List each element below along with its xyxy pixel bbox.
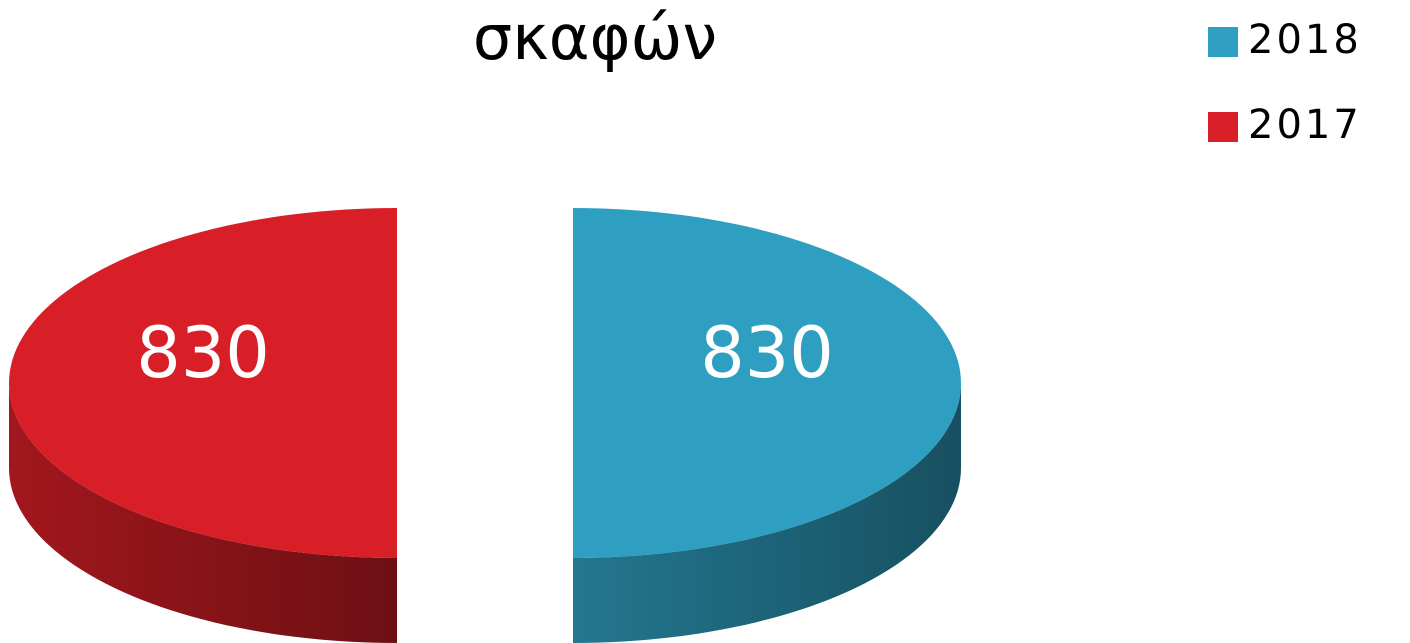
chart-title: σκαφών xyxy=(473,1,717,74)
slice-side xyxy=(573,383,961,643)
legend-label: 2017 xyxy=(1248,102,1362,148)
slice xyxy=(9,208,397,558)
slice-side xyxy=(9,383,397,643)
data-label: 830 xyxy=(136,312,270,394)
legend-swatch xyxy=(1208,112,1238,142)
legend-label: 2018 xyxy=(1248,17,1362,63)
legend-swatch xyxy=(1208,27,1238,57)
slice xyxy=(573,208,961,558)
data-label: 830 xyxy=(700,312,834,394)
